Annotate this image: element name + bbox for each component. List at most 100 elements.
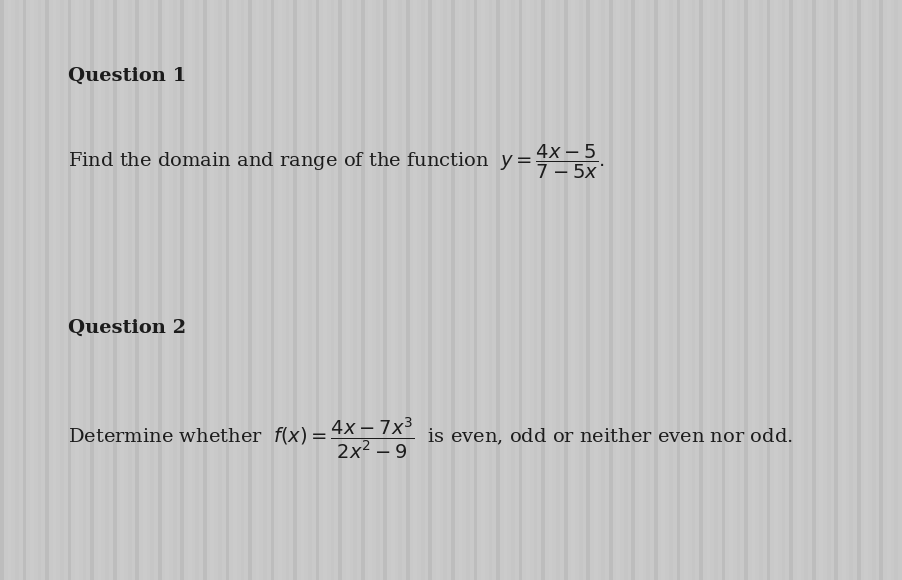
Bar	[83, 0, 87, 580]
Bar	[241, 0, 244, 580]
Text: Determine whether  $f(x) = \dfrac{4x-7x^3}{2x^2-9}$  is even, odd or neither eve: Determine whether $f(x) = \dfrac{4x-7x^3…	[68, 415, 793, 461]
Bar	[128, 0, 132, 580]
Bar	[383, 0, 387, 580]
Bar	[354, 0, 357, 580]
Text: Question 2: Question 2	[68, 318, 186, 337]
Bar	[0, 0, 4, 580]
Bar	[308, 0, 312, 580]
Bar	[557, 0, 560, 580]
Bar	[248, 0, 252, 580]
Bar	[38, 0, 41, 580]
Bar	[609, 0, 612, 580]
Bar	[624, 0, 628, 580]
Bar	[511, 0, 515, 580]
Bar	[413, 0, 417, 580]
Bar	[75, 0, 78, 580]
Bar	[451, 0, 455, 580]
Bar	[120, 0, 124, 580]
Bar	[293, 0, 297, 580]
Bar	[654, 0, 658, 580]
Bar	[428, 0, 432, 580]
Bar	[406, 0, 410, 580]
Bar	[692, 0, 695, 580]
Bar	[15, 0, 19, 580]
Bar	[60, 0, 64, 580]
Bar	[519, 0, 522, 580]
Bar	[879, 0, 883, 580]
Bar	[233, 0, 236, 580]
Bar	[399, 0, 402, 580]
Bar	[278, 0, 281, 580]
Bar	[496, 0, 500, 580]
Bar	[684, 0, 687, 580]
Bar	[218, 0, 222, 580]
Bar	[196, 0, 199, 580]
Bar	[436, 0, 440, 580]
Bar	[812, 0, 815, 580]
Bar	[714, 0, 718, 580]
Bar	[391, 0, 395, 580]
Bar	[639, 0, 642, 580]
Bar	[376, 0, 380, 580]
Bar	[699, 0, 703, 580]
Bar	[706, 0, 711, 580]
Bar	[564, 0, 567, 580]
Bar	[872, 0, 876, 580]
Bar	[857, 0, 861, 580]
Bar	[52, 0, 56, 580]
Bar	[534, 0, 538, 580]
Bar	[489, 0, 492, 580]
Bar	[571, 0, 575, 580]
Bar	[759, 0, 763, 580]
Bar	[30, 0, 34, 580]
Bar	[68, 0, 71, 580]
Bar	[782, 0, 786, 580]
Bar	[331, 0, 335, 580]
Bar	[744, 0, 748, 580]
Bar	[316, 0, 319, 580]
Bar	[458, 0, 462, 580]
Bar	[850, 0, 853, 580]
Bar	[474, 0, 477, 580]
Bar	[789, 0, 793, 580]
Bar	[300, 0, 304, 580]
Bar	[864, 0, 868, 580]
Bar	[180, 0, 184, 580]
Bar	[586, 0, 590, 580]
Bar	[669, 0, 673, 580]
Bar	[661, 0, 665, 580]
Bar	[481, 0, 485, 580]
Bar	[631, 0, 635, 580]
Bar	[444, 0, 447, 580]
Bar	[737, 0, 741, 580]
Bar	[263, 0, 267, 580]
Bar	[466, 0, 470, 580]
Bar	[45, 0, 49, 580]
Bar	[767, 0, 770, 580]
Bar	[271, 0, 274, 580]
Bar	[106, 0, 109, 580]
Bar	[541, 0, 545, 580]
Bar	[676, 0, 680, 580]
Bar	[526, 0, 530, 580]
Bar	[361, 0, 364, 580]
Bar	[827, 0, 831, 580]
Bar	[323, 0, 327, 580]
Bar	[143, 0, 146, 580]
Bar	[751, 0, 756, 580]
Bar	[345, 0, 350, 580]
Bar	[842, 0, 846, 580]
Bar	[548, 0, 552, 580]
Text: Find the domain and range of the function  $y = \dfrac{4x-5}{7-5x}.$: Find the domain and range of the functio…	[68, 143, 604, 182]
Bar	[805, 0, 808, 580]
Bar	[188, 0, 192, 580]
Bar	[158, 0, 161, 580]
Bar	[226, 0, 229, 580]
Bar	[286, 0, 290, 580]
Bar	[421, 0, 425, 580]
Bar	[579, 0, 583, 580]
Bar	[647, 0, 650, 580]
Bar	[774, 0, 778, 580]
Bar	[173, 0, 177, 580]
Text: Question 1: Question 1	[68, 66, 186, 85]
